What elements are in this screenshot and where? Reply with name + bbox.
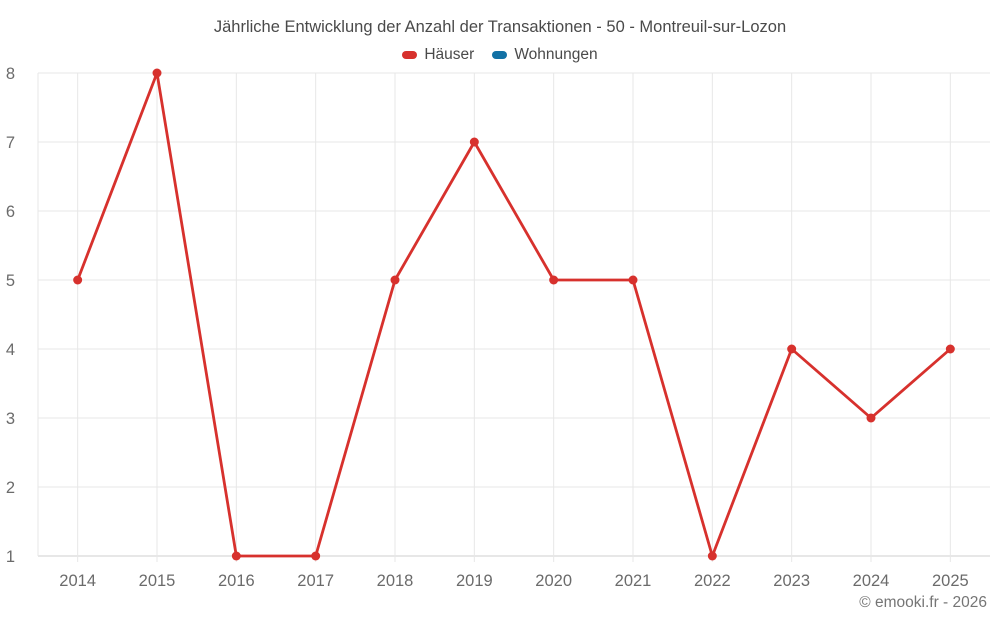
haeuser-series-swatch-icon [402, 51, 418, 59]
data-point-marker[interactable] [469, 137, 479, 147]
x-axis-tick-label: 2018 [377, 572, 414, 590]
x-grid-and-labels: 2014 2015 2016 2017 2018 2019 2020 2021 2022 2023… [37, 73, 969, 590]
data-point-marker[interactable] [152, 68, 162, 78]
data-point-marker[interactable] [311, 551, 321, 561]
data-point-marker[interactable] [73, 275, 83, 285]
y-grid-and-labels: 1 2 3 4 5 6 7 8 [6, 65, 990, 566]
legend-item-wohnungen[interactable]: Wohnungen [492, 46, 598, 64]
copyright: © emooki.fr - 2026 [859, 594, 987, 611]
data-point-marker[interactable] [787, 344, 797, 354]
x-axis-tick-label: 2023 [773, 572, 810, 590]
y-axis-tick-label: 4 [6, 341, 15, 359]
legend: Häuser Wohnungen [0, 46, 1000, 64]
x-axis-tick-label: 2017 [297, 572, 334, 590]
series-häuser [73, 68, 955, 561]
x-axis-tick-label: 2021 [615, 572, 652, 590]
y-axis-tick-label: 5 [6, 272, 15, 290]
x-axis-tick-label: 2014 [59, 572, 96, 590]
data-point-marker[interactable] [231, 551, 241, 561]
series-line [76, 71, 952, 558]
y-axis-tick-label: 7 [6, 134, 15, 152]
chart-title: Jährliche Entwicklung der Anzahl der Tra… [213, 18, 787, 36]
data-point-marker[interactable] [390, 275, 400, 285]
data-point-marker[interactable] [945, 344, 955, 354]
data-point-marker[interactable] [549, 275, 559, 285]
legend-label-wohnungen: Wohnungen [514, 46, 598, 63]
x-axis-tick-label: 2024 [853, 572, 890, 590]
wohnungen-series-swatch-icon [492, 51, 508, 59]
y-axis-tick-label: 2 [6, 479, 15, 497]
legend-item-haeuser[interactable]: Häuser [402, 46, 474, 64]
x-axis-tick-label: 2025 [932, 572, 969, 590]
data-point-marker[interactable] [628, 275, 638, 285]
legend-label-haeuser: Häuser [424, 46, 475, 63]
data-point-marker[interactable] [707, 551, 717, 561]
y-axis-tick-label: 1 [6, 548, 15, 566]
x-axis-tick-label: 2019 [456, 572, 493, 590]
x-axis-tick-label: 2016 [218, 572, 255, 590]
x-axis-tick-label: 2015 [139, 572, 176, 590]
data-point-marker[interactable] [866, 413, 876, 423]
y-axis-tick-label: 6 [6, 203, 15, 221]
x-axis-tick-label: 2020 [535, 572, 572, 590]
x-axis-tick-label: 2022 [694, 572, 731, 590]
y-axis-tick-label: 3 [6, 410, 15, 428]
y-axis-tick-label: 8 [6, 65, 15, 83]
